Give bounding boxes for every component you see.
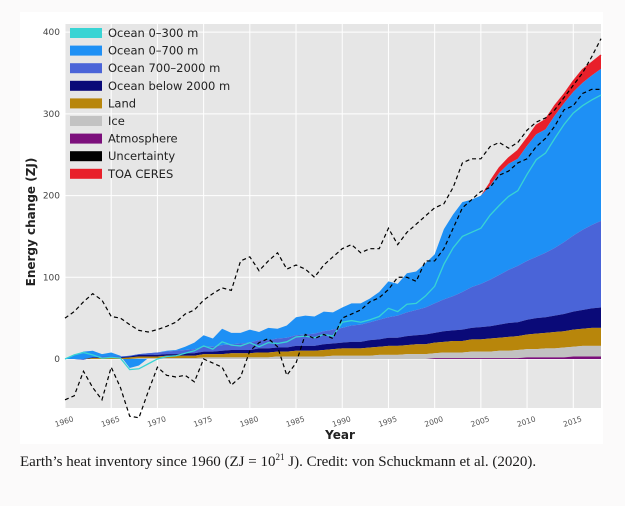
overlay-lines	[64, 38, 602, 419]
x-tick-label: 1965	[100, 414, 121, 429]
figure-frame: 0 100 200 300 400 1960 1965 1970 1975 1980 1985 19…	[20, 12, 603, 444]
uncertainty-upper-line	[64, 38, 602, 333]
legend-swatch-land	[70, 98, 102, 109]
y-tick-label: 300	[43, 110, 60, 120]
legend-swatch-ice	[70, 116, 102, 126]
legend-label-land: Land	[108, 96, 136, 110]
area-ocean-0-700-m	[65, 68, 601, 368]
x-axis-title: Year	[324, 428, 355, 442]
legend-label-toa-ceres: TOA CERES	[107, 167, 173, 181]
legend-swatch-ocean-0-300-m	[70, 28, 102, 38]
caption-superscript: 21	[275, 452, 285, 462]
y-axis-title: Energy change (ZJ)	[24, 158, 38, 287]
legend-label-ice: Ice	[108, 114, 125, 128]
x-tick-label: 2015	[562, 414, 583, 429]
uncertainty-lower-line	[64, 88, 601, 419]
line-ocean-0-300m	[64, 94, 602, 371]
caption-text-after: J). Credit: von Schuckmann et al. (2020)…	[284, 454, 537, 470]
legend-label-atmosphere: Atmosphere	[108, 132, 178, 146]
x-tick-label: 2000	[423, 414, 444, 429]
legend-label-ocean-0-300-m: Ocean 0–300 m	[108, 26, 198, 40]
y-tick-label: 200	[43, 192, 60, 202]
legend-label-ocean-below-2000-m: Ocean below 2000 m	[108, 79, 230, 93]
x-tick-labels: 1960 1965 1970 1975 1980 1985 1990 1995 2000 2005…	[54, 414, 583, 429]
legend-label-ocean-700-2000-m: Ocean 700–2000 m	[108, 61, 220, 75]
x-tick-label: 2005	[470, 414, 491, 429]
legend-swatch-ocean-below-2000-m	[70, 80, 102, 91]
area-ocean-below-2000-m	[65, 307, 601, 359]
legend: Ocean 0–300 m Ocean 0–700 m Ocean 700–2000…	[70, 26, 230, 181]
area-atmosphere	[65, 356, 601, 359]
area-ocean-700-2000-m	[65, 220, 601, 360]
figure-caption: Earth’s heat inventory since 1960 (ZJ = …	[20, 448, 580, 471]
x-tick-label: 1970	[146, 414, 167, 429]
legend-label-uncertainty: Uncertainty	[108, 149, 175, 163]
x-tick-label: 1960	[54, 414, 75, 429]
x-tick-label: 1975	[192, 414, 213, 429]
x-tick-label: 1980	[239, 414, 260, 429]
legend-swatch-toa-ceres	[70, 168, 102, 179]
line-toa-ceres	[489, 54, 602, 183]
legend-swatch-atmosphere	[70, 133, 102, 144]
stacked-areas	[65, 55, 601, 368]
y-tick-label: 100	[43, 273, 60, 283]
x-tick-label: 2010	[516, 414, 537, 429]
area-ice	[65, 345, 601, 359]
legend-label-ocean-0-700-m: Ocean 0–700 m	[108, 44, 198, 58]
y-tick-labels: 0 100 200 300 400	[43, 28, 60, 365]
y-tick-label: 0	[54, 355, 60, 365]
x-tick-label: 1995	[377, 414, 398, 429]
x-tick-label: 1990	[331, 414, 352, 429]
y-tick-label: 400	[43, 28, 60, 38]
area-land	[65, 327, 601, 359]
legend-swatch-ocean-0-700-m	[70, 45, 102, 56]
caption-text-before: Earth’s heat inventory since 1960 (ZJ = …	[20, 454, 276, 470]
x-tick-label: 1985	[285, 414, 306, 429]
legend-swatch-ocean-700-2000-m	[70, 63, 102, 74]
legend-swatch-uncertainty	[70, 151, 102, 162]
